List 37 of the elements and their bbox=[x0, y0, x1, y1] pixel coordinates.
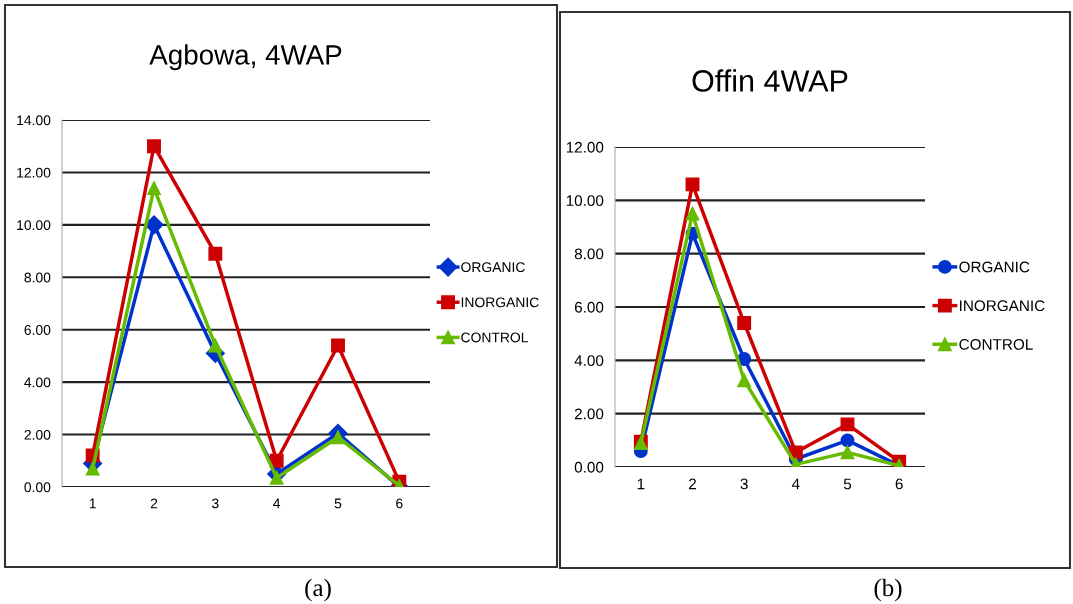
y-tick-label: 10.00 bbox=[566, 195, 604, 207]
text: (b) bbox=[874, 578, 902, 602]
y-tick-label: 2.00 bbox=[574, 408, 604, 420]
x-tick-label: 6 bbox=[895, 478, 903, 490]
legend-label: CONTROL bbox=[959, 338, 1033, 350]
y-tick-label: 0.00 bbox=[574, 461, 604, 473]
x-tick-label: 5 bbox=[334, 498, 342, 509]
y-tick-label: 2.00 bbox=[24, 429, 51, 440]
x-tick-label: 1 bbox=[89, 498, 96, 509]
legend-label: ORGANIC bbox=[959, 261, 1030, 273]
x-tick-label: 6 bbox=[396, 498, 403, 509]
y-tick-label: 8.00 bbox=[24, 272, 51, 283]
x-tick-label: 4 bbox=[273, 498, 281, 509]
x-tick-label: 1 bbox=[637, 478, 645, 490]
x-tick-label: 5 bbox=[843, 478, 852, 490]
x-tick-label: 2 bbox=[150, 498, 158, 509]
legend-label: ORGANIC bbox=[461, 262, 525, 273]
y-tick-label: 6.00 bbox=[24, 325, 51, 335]
chart-title: Agbowa, 4WAP bbox=[149, 44, 342, 71]
y-tick-label: 4.00 bbox=[24, 377, 51, 388]
x-tick-label: 4 bbox=[791, 478, 800, 490]
text: (a) bbox=[305, 578, 331, 602]
y-tick-label: 14.00 bbox=[17, 115, 51, 126]
chart-title: Offin 4WAP bbox=[692, 69, 848, 92]
y-tick-label: 0.00 bbox=[24, 482, 51, 493]
y-tick-label: 8.00 bbox=[574, 248, 604, 260]
legend-label: INORGANIC bbox=[461, 297, 539, 308]
y-tick-label: 12.00 bbox=[17, 167, 51, 178]
y-tick-label: 12.00 bbox=[566, 141, 604, 153]
x-tick-label: 3 bbox=[212, 498, 219, 509]
x-tick-label: 2 bbox=[689, 478, 696, 490]
y-tick-label: 4.00 bbox=[574, 355, 604, 367]
x-tick-label: 3 bbox=[740, 478, 748, 490]
legend-label: CONTROL bbox=[461, 332, 528, 343]
legend-label: INORGANIC bbox=[960, 300, 1045, 312]
y-tick-label: 10.00 bbox=[17, 220, 51, 231]
y-tick-label: 6.00 bbox=[574, 301, 604, 313]
